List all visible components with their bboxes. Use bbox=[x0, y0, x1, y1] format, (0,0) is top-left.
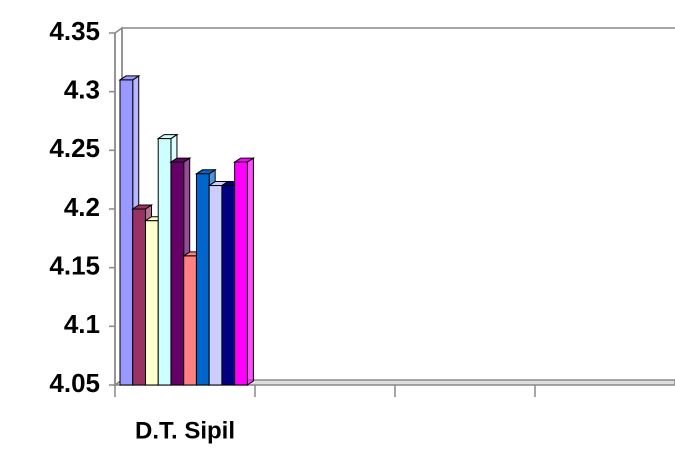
bar bbox=[234, 161, 248, 386]
y-tick-label: 4.05 bbox=[49, 368, 100, 398]
y-tick-label: 4.2 bbox=[64, 192, 100, 222]
bar bbox=[170, 161, 185, 386]
x-tick-label: D.T. Sipil bbox=[135, 417, 235, 444]
y-tick-label: 4.3 bbox=[64, 75, 100, 105]
y-tick-label: 4.1 bbox=[64, 309, 100, 339]
bar-side bbox=[246, 157, 254, 386]
bar bbox=[119, 79, 134, 386]
bar bbox=[221, 185, 236, 386]
y-tick-label: 4.25 bbox=[49, 133, 100, 163]
bar bbox=[183, 255, 197, 386]
bar bbox=[195, 173, 210, 386]
y-tick-label: 4.15 bbox=[49, 251, 100, 281]
bar bbox=[132, 208, 146, 386]
bar bbox=[208, 185, 223, 386]
y-tick-label: 4.35 bbox=[49, 16, 100, 46]
bar bbox=[157, 138, 172, 386]
bar bbox=[144, 220, 159, 386]
